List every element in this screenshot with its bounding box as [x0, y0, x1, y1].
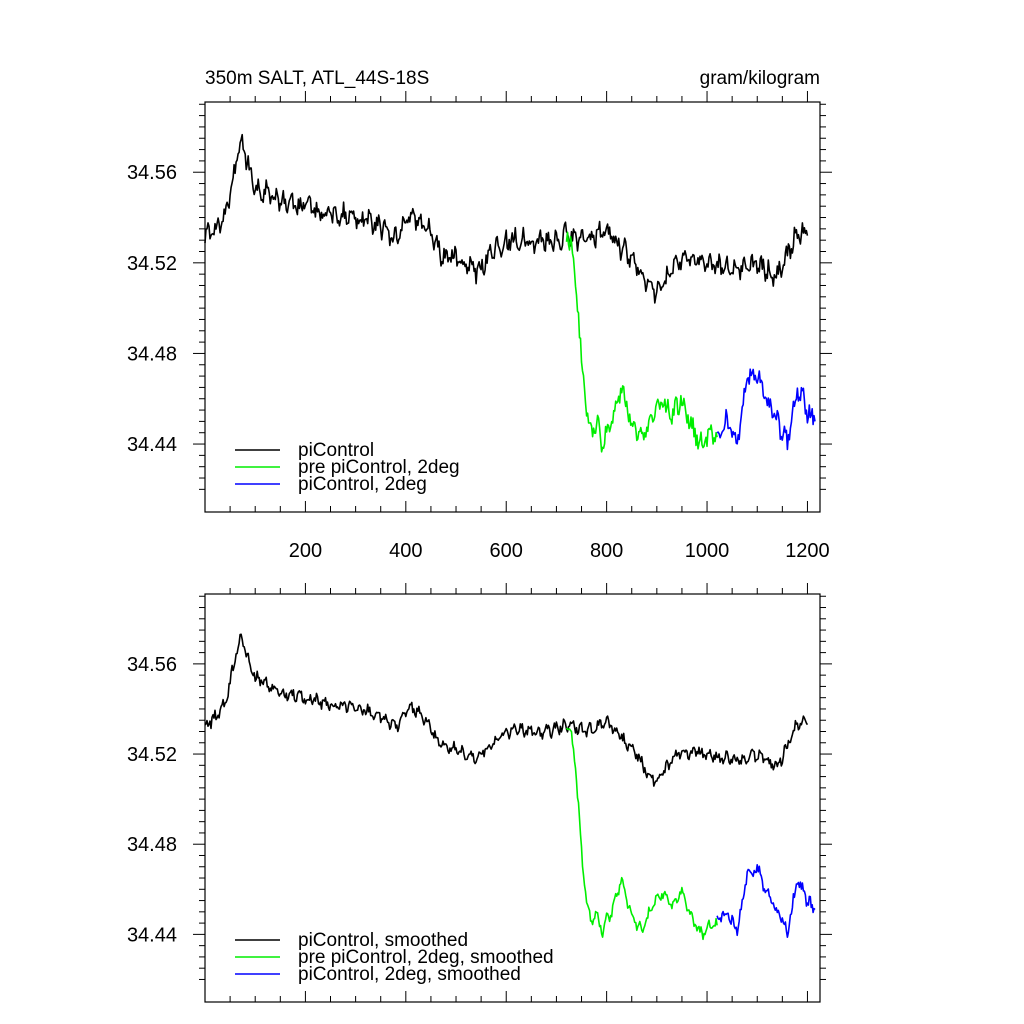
y-tick-label: 34.48	[127, 343, 177, 365]
y-tick-label: 34.48	[127, 834, 177, 856]
y-tick-label: 34.56	[127, 654, 177, 676]
legend-label: piControl, 2deg, smoothed	[298, 964, 521, 985]
legend-label: piControl, 2deg	[298, 474, 427, 495]
y-tick-label: 34.52	[127, 253, 177, 275]
y-tick-label: 34.44	[127, 924, 177, 946]
title-right: gram/kilogram	[700, 68, 820, 89]
title-left: 350m SALT, ATL_44S-18S	[205, 68, 429, 89]
series-line	[204, 633, 809, 787]
series-line	[565, 727, 718, 941]
legend-label: pre piControl, 2deg	[298, 457, 460, 478]
y-tick-label: 34.56	[127, 162, 177, 184]
legend-label: piControl, smoothed	[298, 930, 468, 951]
x-tick-label: 200	[289, 540, 322, 562]
y-tick-label: 34.44	[127, 434, 177, 456]
plot-frame	[204, 101, 821, 513]
series-line	[204, 133, 809, 304]
x-tick-label: 400	[389, 540, 422, 562]
series-line	[565, 231, 718, 453]
series-line	[716, 864, 816, 938]
legend-label: pre piControl, 2deg, smoothed	[298, 947, 554, 968]
series-line	[716, 368, 816, 451]
top-panel: 34.44 34.48 34.52 34.56 200 400 600 800 1000 1200…	[127, 91, 832, 562]
x-tick-label: 1000	[685, 540, 730, 562]
plot-frame	[204, 593, 821, 1003]
x-tick-label: 1200	[785, 540, 830, 562]
legend-label: piControl	[298, 440, 374, 461]
y-tick-label: 34.52	[127, 744, 177, 766]
x-tick-label: 800	[590, 540, 623, 562]
x-tick-label: 600	[490, 540, 523, 562]
